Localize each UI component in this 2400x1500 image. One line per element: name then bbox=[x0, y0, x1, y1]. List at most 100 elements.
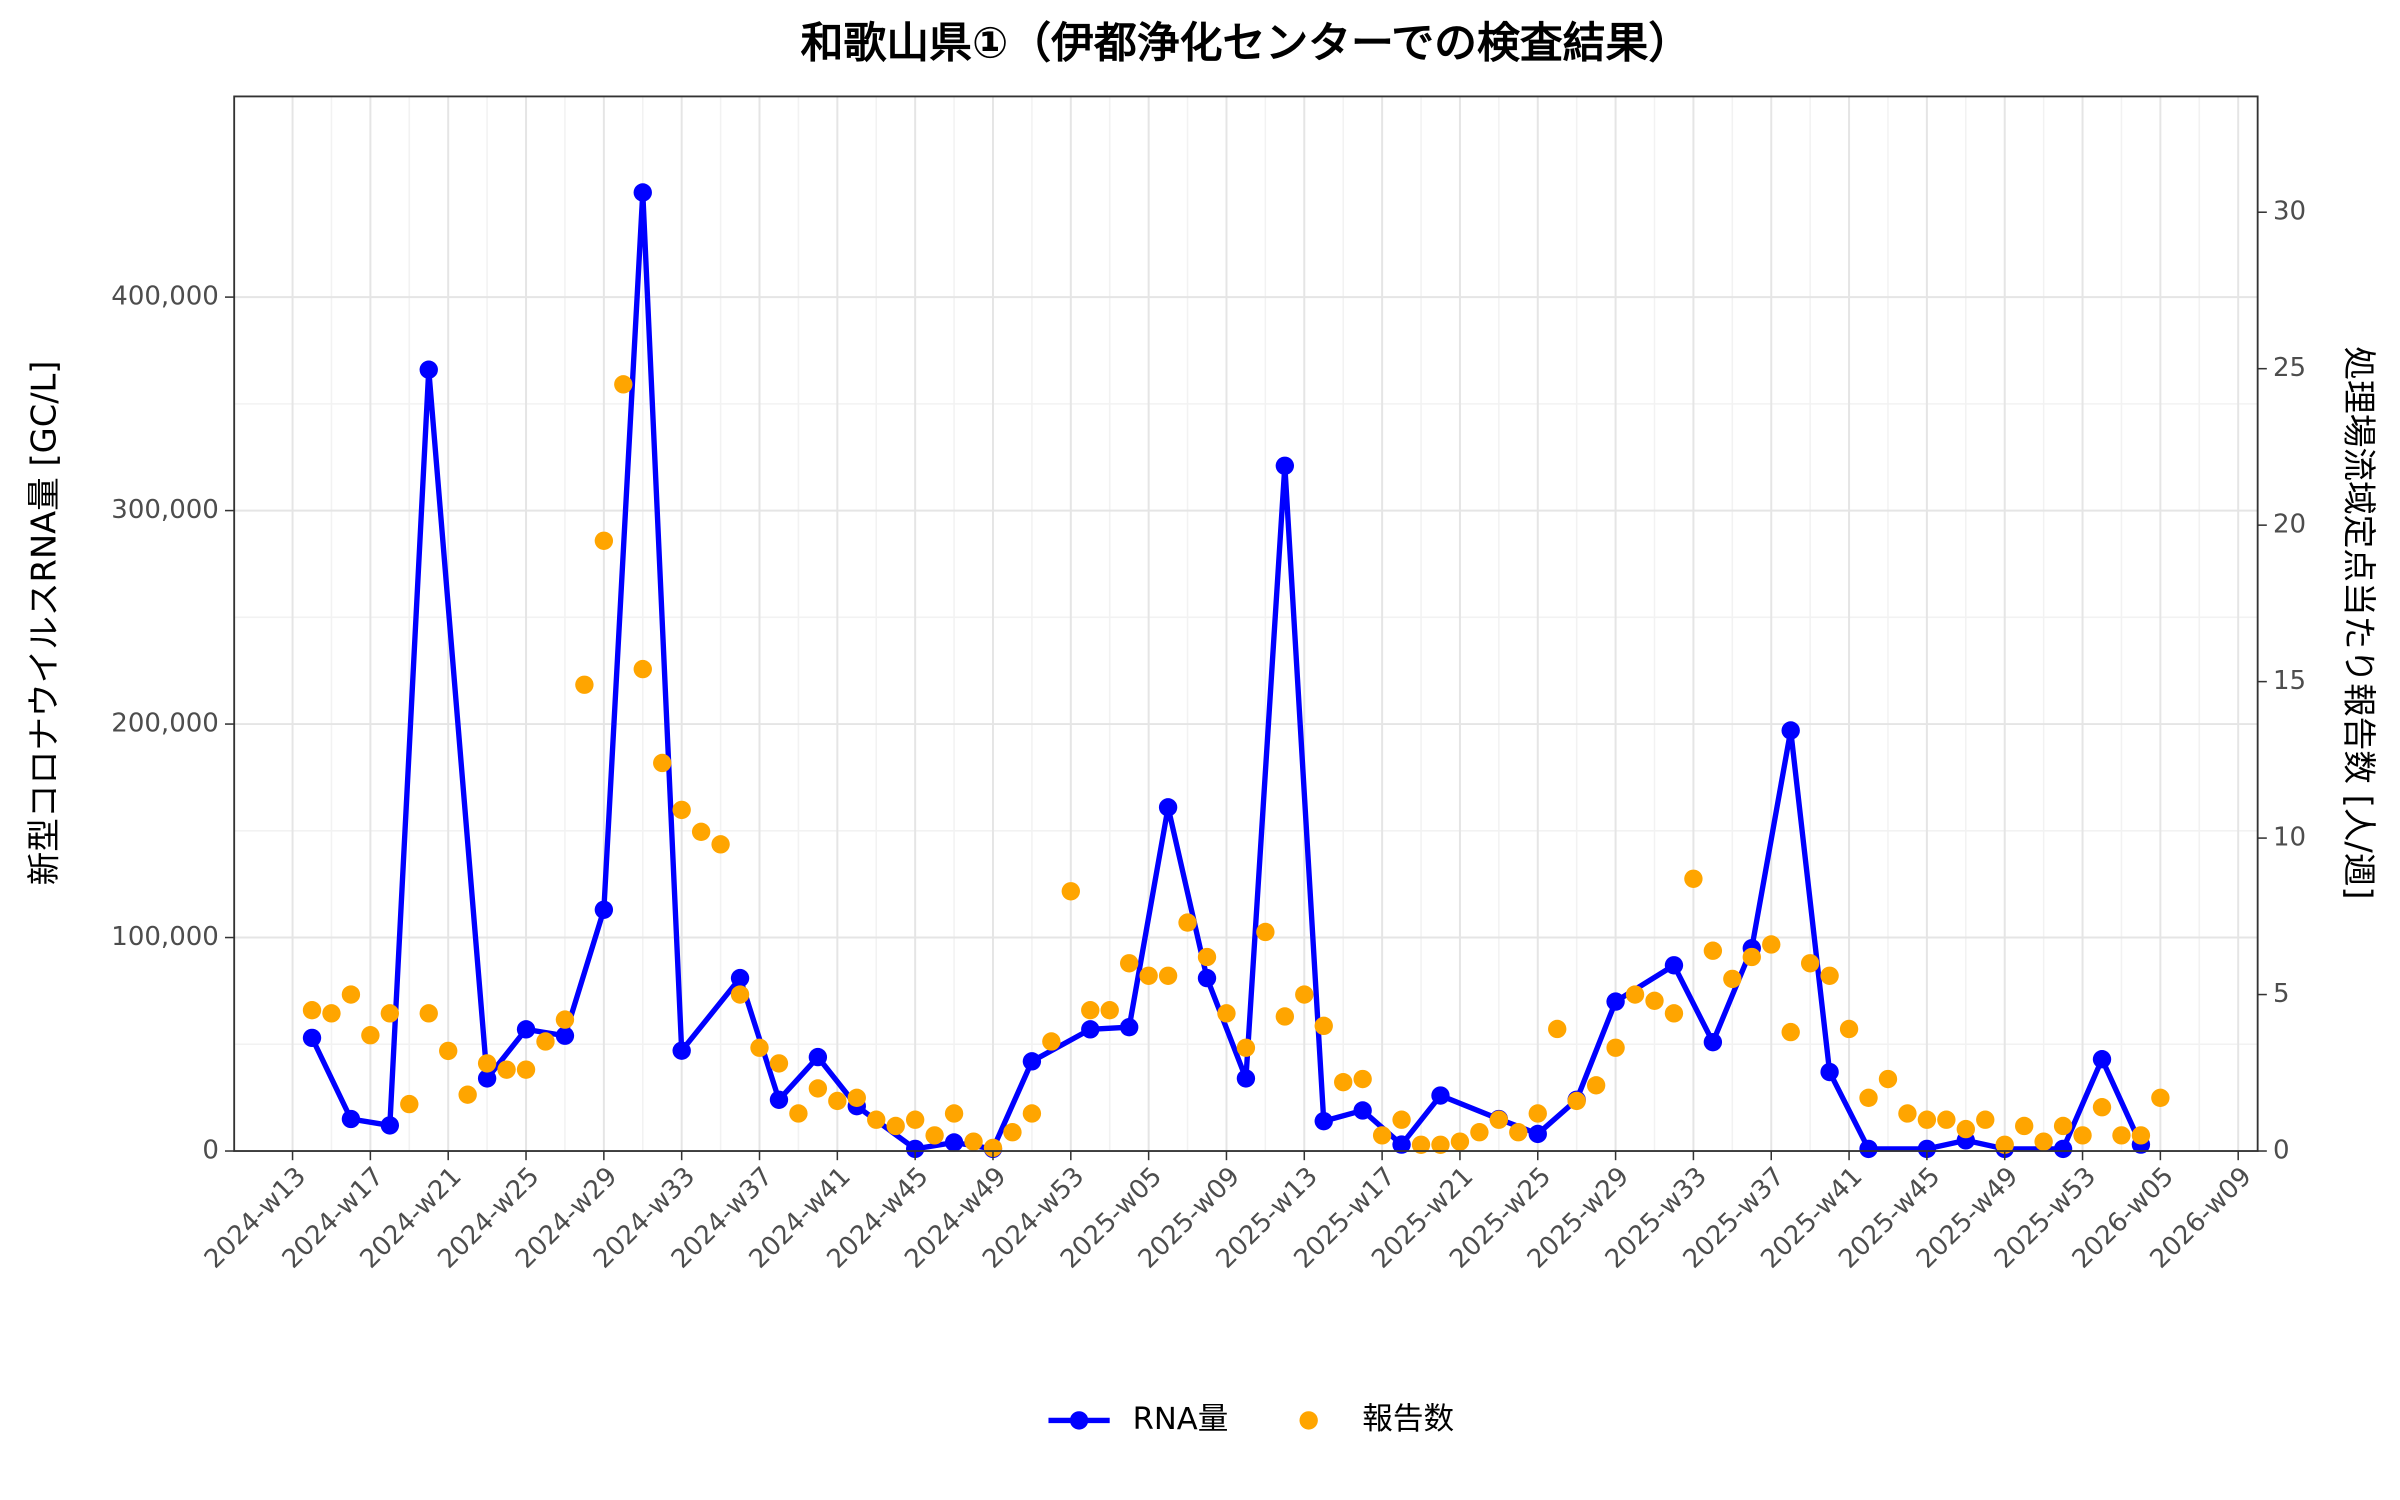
data-point bbox=[1664, 956, 1684, 975]
data-point bbox=[1392, 1135, 1411, 1154]
grid bbox=[234, 96, 2258, 1153]
data-point bbox=[594, 531, 614, 550]
y-tick-label: 300,000 bbox=[111, 495, 219, 525]
data-point bbox=[1081, 1020, 1100, 1039]
data-point bbox=[302, 1028, 322, 1048]
data-point bbox=[1917, 1139, 1937, 1159]
data-point bbox=[711, 835, 730, 854]
data-point bbox=[964, 1132, 983, 1151]
data-point bbox=[633, 659, 652, 679]
data-point bbox=[944, 1133, 964, 1152]
data-point bbox=[769, 1054, 789, 1073]
y2-tick-label: 5 bbox=[2273, 979, 2290, 1009]
y2-axis-title: 処理場流域定点当たり報告数 [人/週] bbox=[2340, 346, 2379, 899]
data-point bbox=[1022, 1052, 1042, 1071]
data-point bbox=[439, 1041, 458, 1061]
data-point bbox=[1995, 1135, 2014, 1154]
data-point bbox=[1820, 1062, 1839, 1082]
data-point bbox=[1334, 1072, 1353, 1092]
data-point bbox=[1781, 721, 1800, 740]
data-point bbox=[847, 1088, 866, 1108]
data-point bbox=[1158, 966, 1178, 985]
data-point bbox=[1703, 1032, 1723, 1052]
data-point bbox=[2034, 1132, 2053, 1151]
data-point bbox=[1703, 941, 1723, 960]
data-point bbox=[1625, 985, 1645, 1004]
data-point bbox=[380, 1004, 400, 1023]
data-point bbox=[1158, 798, 1178, 817]
data-point bbox=[1762, 935, 1781, 954]
legend-label: 報告数 bbox=[1362, 1402, 1454, 1437]
data-point bbox=[477, 1069, 497, 1088]
data-point bbox=[458, 1085, 477, 1104]
data-point bbox=[1586, 1076, 1606, 1095]
y2-tick-label: 10 bbox=[2273, 823, 2306, 853]
data-point bbox=[1042, 1032, 1061, 1051]
data-point bbox=[2151, 1088, 2170, 1108]
data-point bbox=[419, 360, 438, 379]
data-point bbox=[1314, 1111, 1333, 1131]
data-point bbox=[380, 1116, 400, 1135]
plot-border bbox=[233, 95, 2259, 1152]
data-point bbox=[1489, 1110, 1509, 1129]
y-tick-label: 100,000 bbox=[111, 922, 219, 952]
data-point bbox=[1275, 456, 1295, 475]
data-point bbox=[1450, 1132, 1470, 1151]
data-point bbox=[1236, 1038, 1256, 1057]
data-point bbox=[1742, 947, 1761, 967]
data-point bbox=[1684, 869, 1703, 888]
plot-panel bbox=[234, 96, 2258, 1152]
y-tick-label: 200,000 bbox=[111, 709, 219, 739]
y2-tick-label: 25 bbox=[2273, 353, 2306, 383]
data-point bbox=[905, 1139, 925, 1159]
data-point bbox=[614, 375, 633, 394]
data-point bbox=[1022, 1104, 1042, 1123]
data-point bbox=[653, 753, 672, 773]
legend-marker bbox=[1299, 1411, 1318, 1430]
data-point bbox=[1061, 882, 1080, 901]
data-point bbox=[1119, 954, 1139, 973]
data-point bbox=[925, 1126, 944, 1145]
data-point bbox=[555, 1026, 575, 1045]
data-point bbox=[1528, 1124, 1547, 1144]
data-point bbox=[983, 1138, 1003, 1158]
data-point bbox=[1411, 1135, 1431, 1154]
data-point bbox=[1353, 1101, 1372, 1120]
data-point bbox=[691, 822, 711, 842]
data-point bbox=[1956, 1119, 1975, 1139]
marks bbox=[302, 183, 2170, 1159]
data-point bbox=[1820, 966, 1839, 985]
chart-title: 和歌山県①（伊都浄化センターでの検査結果） bbox=[801, 18, 1692, 68]
data-point bbox=[1197, 947, 1217, 967]
data-point bbox=[594, 900, 614, 919]
y2-tick-label: 20 bbox=[2273, 510, 2306, 540]
data-point bbox=[769, 1090, 789, 1109]
data-point bbox=[341, 985, 361, 1004]
data-point bbox=[1119, 1018, 1139, 1037]
data-point bbox=[1567, 1091, 1586, 1111]
data-point bbox=[322, 1004, 341, 1023]
data-point bbox=[828, 1091, 847, 1111]
data-point bbox=[516, 1060, 536, 1079]
y2-tick-label: 0 bbox=[2273, 1136, 2290, 1166]
data-point bbox=[730, 985, 750, 1004]
data-point bbox=[2131, 1126, 2151, 1145]
data-point bbox=[1295, 985, 1314, 1004]
data-point bbox=[1723, 969, 1742, 989]
data-point bbox=[1431, 1086, 1450, 1105]
data-point bbox=[1606, 1038, 1625, 1057]
data-point bbox=[1976, 1110, 1995, 1129]
data-point bbox=[1800, 954, 1820, 973]
data-point bbox=[1528, 1104, 1547, 1123]
data-point bbox=[361, 1026, 380, 1045]
data-point bbox=[1606, 992, 1625, 1011]
data-point bbox=[1431, 1135, 1450, 1154]
data-point bbox=[575, 675, 594, 694]
data-point bbox=[1236, 1069, 1256, 1088]
data-point bbox=[1353, 1069, 1372, 1089]
data-point bbox=[1664, 1004, 1684, 1023]
data-point bbox=[1859, 1088, 1878, 1108]
data-point bbox=[516, 1020, 536, 1039]
data-point bbox=[1178, 913, 1197, 932]
